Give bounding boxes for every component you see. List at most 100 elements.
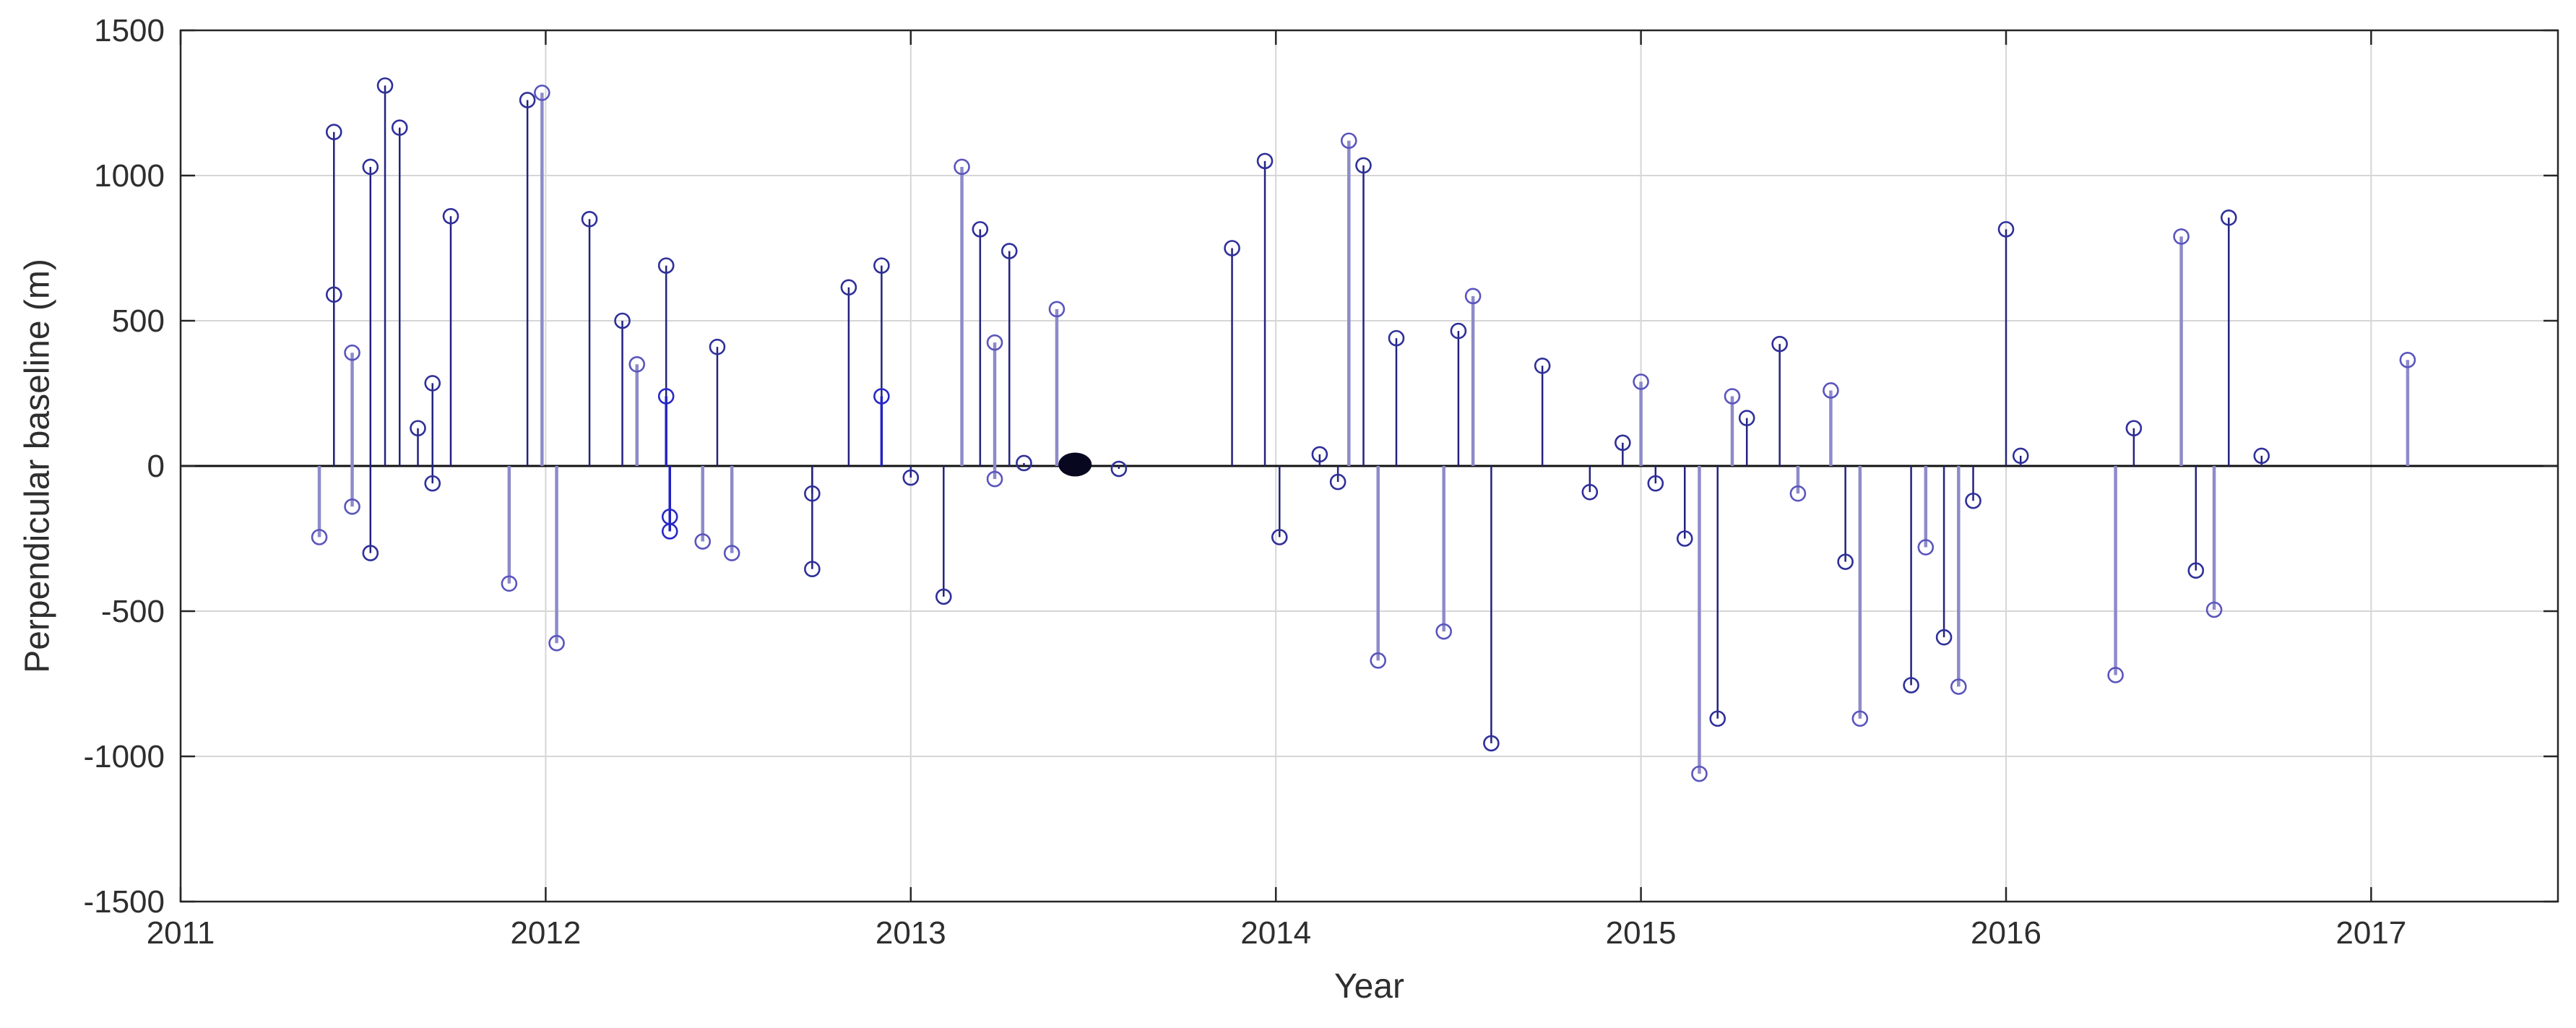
data-point-marker (2220, 209, 2237, 226)
data-point-marker (344, 498, 360, 515)
data-point-marker (2107, 667, 2124, 683)
data-point-marker (1676, 530, 1693, 547)
x-tick-label: 2017 (2335, 915, 2406, 951)
data-point-marker (1935, 629, 1953, 646)
data-point-marker (954, 158, 970, 176)
data-point-marker (986, 470, 1003, 488)
data-point-marker (376, 77, 394, 94)
data-point-marker (1581, 483, 1599, 501)
data-point-marker (1355, 157, 1372, 174)
data-point-marker (442, 207, 459, 225)
data-point-marker (1340, 132, 1357, 150)
data-point-marker (1224, 240, 1240, 256)
data-point-marker (1435, 623, 1452, 640)
data-point-marker (2187, 562, 2205, 579)
data-point-marker (1483, 735, 1500, 752)
y-tick-label: -500 (101, 594, 165, 629)
data-point-marker (1370, 652, 1387, 669)
data-point-marker (362, 545, 379, 561)
data-point-marker (1724, 388, 1741, 405)
data-point-marker (311, 529, 328, 545)
data-point-marker (1823, 382, 1839, 399)
data-point-marker (519, 92, 536, 108)
data-point-marker (1851, 710, 1869, 727)
data-point-marker (391, 119, 408, 136)
data-point-marker (534, 85, 550, 101)
data-point-marker (1110, 460, 1128, 478)
data-point-marker (972, 221, 989, 238)
data-point-marker (1903, 677, 1919, 694)
data-point-marker (2173, 228, 2190, 245)
data-point-marker (548, 634, 565, 652)
data-point-marker (1534, 358, 1551, 374)
y-tick-label: -1500 (83, 884, 165, 920)
data-point-marker (424, 375, 441, 392)
data-point-marker (1256, 152, 1274, 170)
x-tick-label: 2015 (1606, 915, 1677, 951)
data-point-marker (1311, 446, 1328, 463)
data-point-marker (410, 420, 426, 437)
data-point-marker (2125, 420, 2143, 437)
data-point-marker (1789, 485, 1807, 502)
data-point-marker (2399, 351, 2416, 368)
data-point-marker (581, 210, 598, 228)
data-point-marker (935, 588, 952, 605)
data-point-marker (1691, 765, 1708, 782)
data-point-marker (1271, 529, 1288, 545)
data-point-marker (325, 286, 342, 303)
x-tick-label: 2014 (1240, 915, 1311, 951)
data-point-marker (1464, 288, 1482, 305)
data-point-marker (986, 334, 1003, 351)
data-point-marker (628, 355, 646, 373)
y-tick-label: 1000 (94, 158, 165, 194)
data-point-marker (362, 158, 379, 176)
data-point-marker (501, 575, 518, 592)
data-point-marker (1771, 335, 1788, 353)
x-tick-label: 2011 (147, 915, 215, 951)
data-point-marker (723, 545, 740, 561)
data-point-marker (1738, 410, 1755, 426)
data-point-marker (873, 257, 890, 274)
x-axis-title: Year (1334, 967, 1404, 1006)
data-point-marker (1837, 553, 1854, 570)
data-point-marker (661, 523, 678, 540)
data-point-marker (657, 257, 675, 274)
data-point-marker (1950, 678, 1967, 695)
y-tick-label: 1500 (94, 13, 165, 48)
data-point-marker (902, 469, 920, 486)
data-point-marker (1633, 373, 1649, 390)
reference-dot (1058, 452, 1092, 477)
data-point-marker (657, 388, 675, 405)
data-point-marker (804, 561, 821, 578)
x-tick-label: 2016 (1971, 915, 2041, 951)
data-point-marker (873, 388, 890, 405)
data-point-marker (694, 533, 712, 550)
data-point-marker (2253, 447, 2270, 465)
data-point-marker (1450, 322, 1467, 340)
data-point-marker (1388, 329, 1405, 347)
x-tick-label: 2013 (876, 915, 946, 951)
x-tick-label: 2012 (510, 915, 581, 951)
data-point-marker (614, 312, 631, 329)
y-tick-label: 500 (112, 303, 165, 339)
data-point-marker (2012, 447, 2029, 465)
data-point-marker (325, 124, 342, 140)
data-point-marker (1647, 475, 1664, 492)
data-point-marker (1709, 710, 1726, 727)
data-point-marker (1048, 301, 1066, 318)
data-point-marker (1997, 221, 2015, 238)
y-tick-label: 0 (147, 449, 165, 484)
data-point-marker (1615, 434, 1631, 452)
y-axis-title: Perpendicular baseline (m) (18, 259, 57, 673)
data-point-marker (344, 344, 360, 361)
data-point-marker (424, 475, 441, 492)
data-point-marker (1917, 539, 1935, 556)
data-point-marker (2205, 601, 2223, 618)
data-point-marker (1000, 243, 1018, 259)
data-point-marker (840, 279, 857, 296)
data-point-marker (1965, 492, 1981, 509)
data-point-marker (1329, 473, 1347, 491)
data-point-marker (804, 485, 821, 502)
